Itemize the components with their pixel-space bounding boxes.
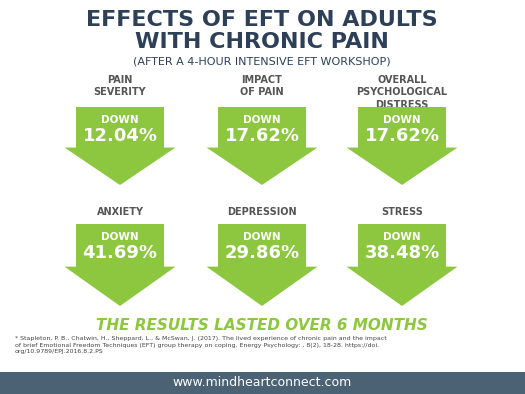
Text: 17.62%: 17.62% [364,127,439,145]
Text: IMPACT
OF PAIN: IMPACT OF PAIN [240,75,284,97]
Polygon shape [206,224,318,306]
Text: 38.48%: 38.48% [364,244,439,262]
Text: DOWN: DOWN [243,232,281,242]
Bar [0,372,525,394]
Polygon shape [346,107,457,185]
Polygon shape [206,107,318,185]
Polygon shape [65,224,175,306]
Polygon shape [65,107,175,185]
Text: DEPRESSION: DEPRESSION [227,207,297,217]
Text: DOWN: DOWN [243,115,281,125]
Text: STRESS: STRESS [381,207,423,217]
Text: DOWN: DOWN [383,115,421,125]
Text: OVERALL
PSYCHOLOGICAL
DISTRESS: OVERALL PSYCHOLOGICAL DISTRESS [356,75,447,110]
Text: EFFECTS OF EFT ON ADULTS: EFFECTS OF EFT ON ADULTS [86,10,438,30]
Text: (AFTER A 4-HOUR INTENSIVE EFT WORKSHOP): (AFTER A 4-HOUR INTENSIVE EFT WORKSHOP) [133,56,391,66]
Text: 17.62%: 17.62% [225,127,299,145]
Text: PAIN
SEVERITY: PAIN SEVERITY [93,75,146,97]
Polygon shape [346,224,457,306]
Text: * Stapleton, P. B., Chatwin, H., Sheppard, L., & McSwan, J. (2017). The lived ex: * Stapleton, P. B., Chatwin, H., Sheppar… [15,336,387,354]
Text: ANXIETY: ANXIETY [97,207,143,217]
Text: DOWN: DOWN [383,232,421,242]
Text: DOWN: DOWN [101,115,139,125]
Text: www.mindheartconnect.com: www.mindheartconnect.com [172,377,352,390]
Text: 41.69%: 41.69% [82,244,158,262]
Text: WITH CHRONIC PAIN: WITH CHRONIC PAIN [135,32,389,52]
Text: 12.04%: 12.04% [82,127,158,145]
Text: THE RESULTS LASTED OVER 6 MONTHS: THE RESULTS LASTED OVER 6 MONTHS [96,318,428,333]
Text: 29.86%: 29.86% [225,244,300,262]
Text: DOWN: DOWN [101,232,139,242]
